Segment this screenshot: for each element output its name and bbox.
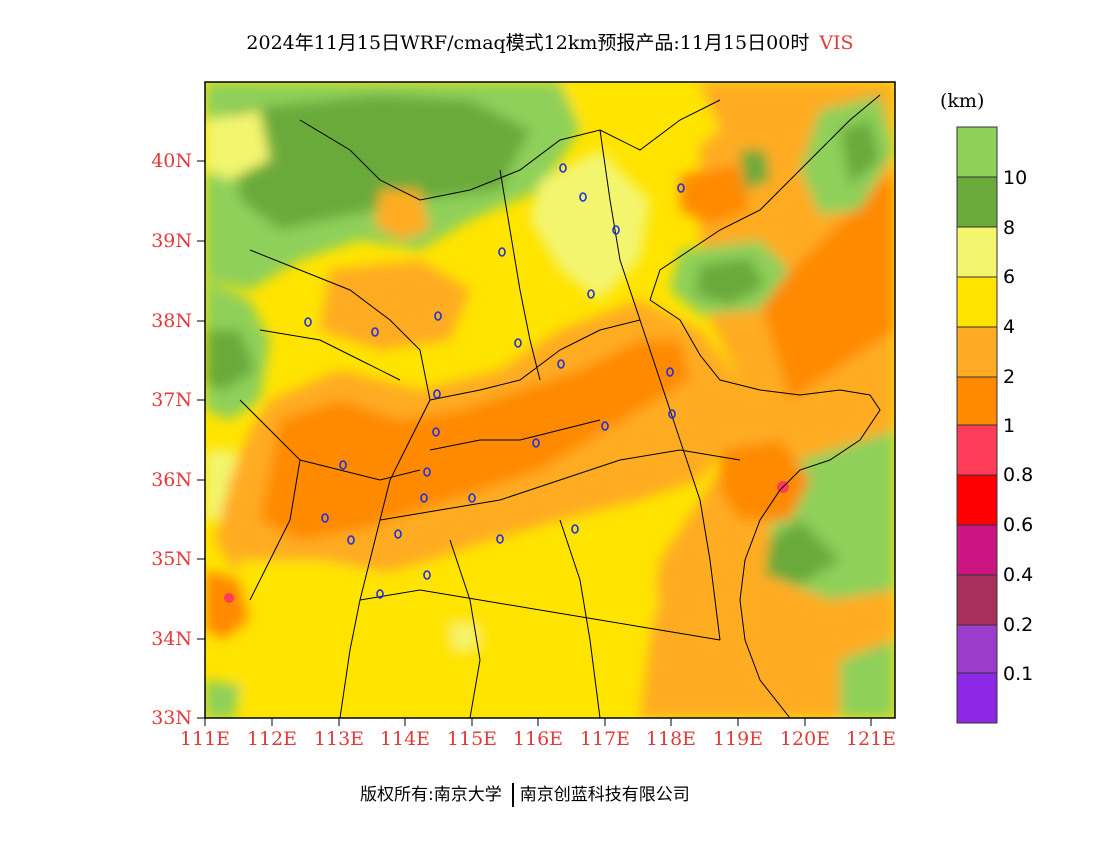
colorbar-label: 0.2 — [1003, 614, 1034, 636]
axis-ticks — [197, 160, 872, 726]
lon-label-114e: 114E — [379, 728, 431, 750]
colorbar-label: 0.1 — [1003, 663, 1034, 685]
city-markers — [304, 163, 685, 599]
variable-name: VIS — [819, 32, 854, 54]
lat-label-36n: 36N — [151, 469, 192, 491]
colorbar-label: 0.4 — [1003, 564, 1034, 586]
lon-label-117e: 117E — [579, 728, 631, 750]
colorbar-label: 2 — [1003, 366, 1016, 388]
lat-label-35n: 35N — [151, 548, 192, 570]
lat-label-34n: 34N — [151, 628, 192, 650]
colorbar-label: 8 — [1003, 217, 1016, 239]
colorbar-label: 1 — [1003, 415, 1016, 437]
colorbar-label: 0.8 — [1003, 464, 1034, 486]
colorbar-label: 6 — [1003, 266, 1016, 288]
boundaries — [239, 94, 881, 718]
lat-label-37n: 37N — [151, 389, 192, 411]
lon-label-115e: 115E — [446, 728, 498, 750]
copyright-left: 版权所有:南京大学 — [360, 785, 502, 805]
colorbar-label: 0.6 — [1003, 514, 1034, 536]
lat-label-40n: 40N — [151, 150, 192, 172]
lon-label-111e: 111E — [179, 728, 231, 750]
copyright-footer: 版权所有:南京大学 南京创蓝科技有限公司 — [360, 780, 690, 807]
low-vis-spot — [224, 593, 234, 603]
lat-label-33n: 33N — [151, 707, 192, 729]
colorbar-label: 4 — [1003, 316, 1016, 338]
lon-label-121e: 121E — [845, 728, 897, 750]
lon-label-118e: 118E — [645, 728, 697, 750]
lon-label-116e: 116E — [512, 728, 564, 750]
visibility-field — [205, 82, 895, 718]
title-text: 2024年11月15日WRF/cmaq模式12km预报产品:11月15日00时 — [246, 32, 810, 54]
colorbar — [956, 126, 998, 724]
colorbar-label: 10 — [1003, 167, 1028, 189]
lon-label-112e: 112E — [246, 728, 298, 750]
lon-label-119e: 119E — [712, 728, 764, 750]
divider — [511, 783, 514, 807]
lat-label-38n: 38N — [151, 310, 192, 332]
copyright-right: 南京创蓝科技有限公司 — [519, 785, 690, 805]
lon-label-113e: 113E — [313, 728, 365, 750]
lat-label-39n: 39N — [151, 230, 192, 252]
colorbar-units: (km) — [940, 90, 985, 112]
lon-label-120e: 120E — [779, 728, 831, 750]
map-title: 2024年11月15日WRF/cmaq模式12km预报产品:11月15日00时 V… — [0, 28, 1100, 55]
